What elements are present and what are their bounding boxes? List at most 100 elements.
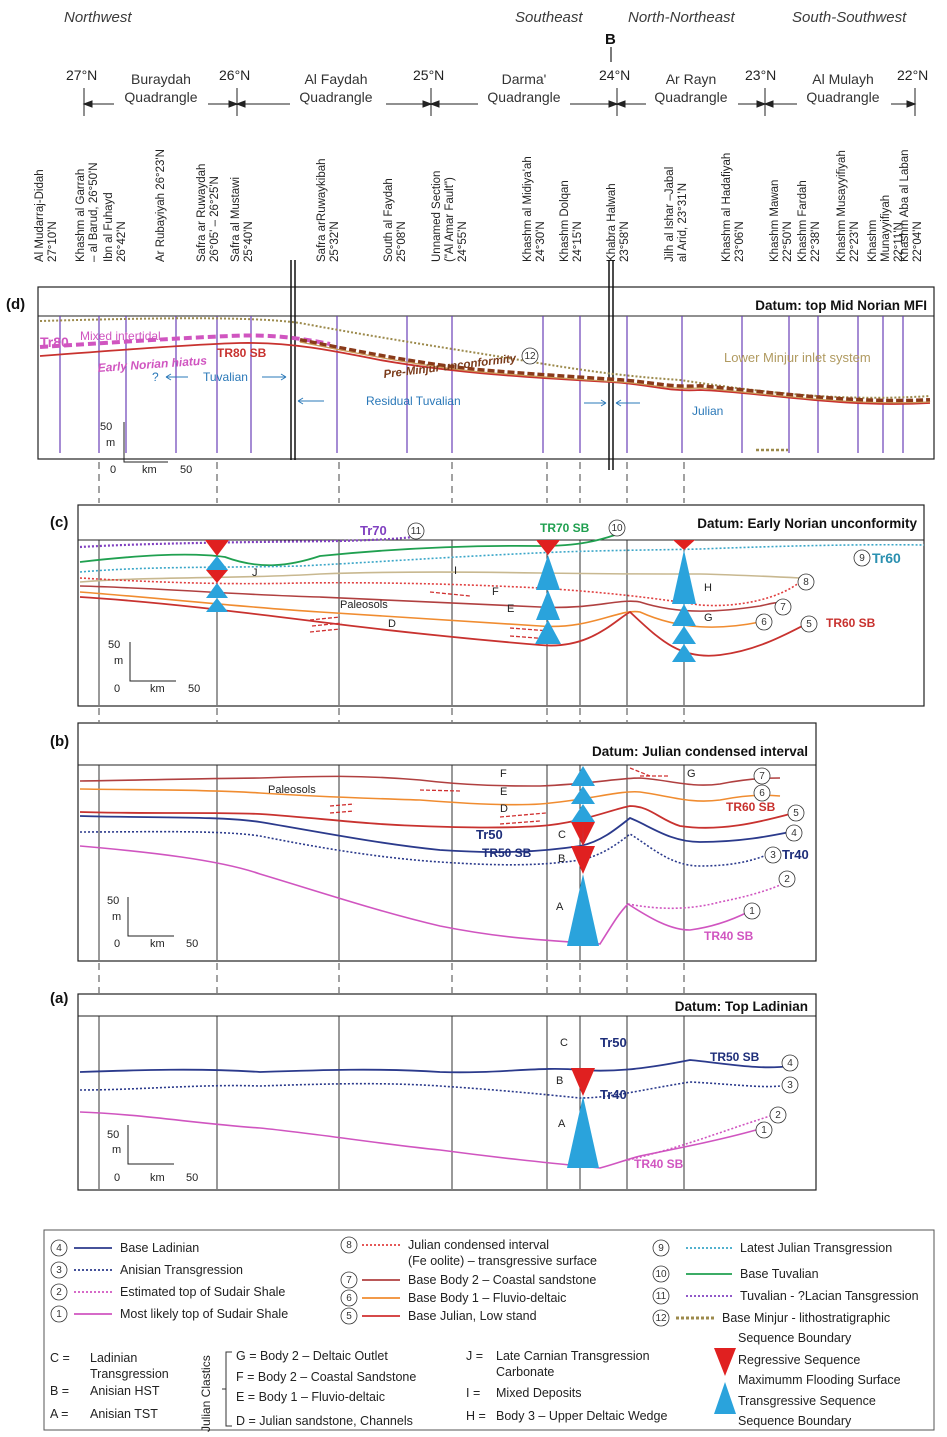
region-south-southwest: South-Southwest [792, 9, 907, 26]
c-tri-blue-4 [536, 555, 560, 590]
panel-a-tr40sb: TR40 SB [634, 1157, 684, 1171]
panel-c-circle-11-text: 11 [411, 526, 422, 537]
panel-c-circles [755, 573, 818, 633]
panel-d-label: (d) [6, 296, 25, 313]
panel-a-tr50sb: TR50 SB [710, 1050, 760, 1064]
panel-b-scale-0: 0 [114, 938, 120, 950]
panel-a-datum: Datum: Top Ladinian [675, 999, 808, 1014]
panel-connector-dashes [98, 462, 685, 993]
legend-letter-b-key: B = [50, 1384, 69, 1398]
panel-d-julian: Julian [692, 404, 723, 418]
legend-circle-5 [340, 1307, 358, 1325]
lat-26: 26°N [219, 67, 250, 83]
legend-circle-text-12: 12 [655, 1313, 667, 1324]
a-tri-blue-1 [567, 1096, 599, 1168]
panel-d-scale-0: 0 [110, 464, 116, 476]
a-tri-red-1 [571, 1068, 595, 1096]
panel-c-scale-50: 50 [188, 683, 200, 695]
panel-a-circle-2: 2 [775, 1110, 781, 1121]
panel-c-tr70sb: TR70 SB [540, 521, 590, 535]
locality-17-line-2: 22°11'N [893, 222, 905, 262]
legend-label-3: Anisian Transgression [120, 1263, 243, 1277]
panel-c-D: D [388, 618, 396, 630]
panel-a-anisian [79, 1081, 781, 1099]
b-tri-blue-3 [571, 804, 595, 822]
locality-0-line-0: Al Mudarraj-Didah [34, 169, 46, 262]
quad-mulayh-l2: Quadrangle [806, 89, 879, 105]
locality-11-line-1: 23°58'N [619, 221, 631, 262]
c-tri-blue-8 [672, 604, 696, 626]
legend-label-7: Base Body 2 – Coastal sandstone [408, 1273, 596, 1287]
legend-circle-12 [652, 1309, 670, 1327]
locality-15-line-0: Khashm Fardah [797, 180, 809, 262]
locality-16-line-0: Khashm Musayyifiyah [836, 150, 848, 262]
legend-right-h-v1: Body 3 – Upper Deltaic Wedge [496, 1409, 667, 1423]
legend-right-j-v2: Carbonate [496, 1365, 554, 1379]
panel-d-tan-line [299, 341, 931, 404]
panel-d-scale-m: m [106, 437, 115, 449]
legend-julian-f: F = Body 2 – Coastal Sandstone [236, 1370, 416, 1384]
panel-a-sequence-triangles [567, 1068, 599, 1168]
legend-seq-sb-top: Sequence Boundary [738, 1331, 852, 1345]
quad-faydah-l2: Quadrangle [299, 89, 372, 105]
panel-d-scale-50: 50 [180, 464, 192, 476]
panel-c-scale-m: m [114, 655, 123, 667]
legend-circle-4 [50, 1239, 68, 1257]
legend-frame [43, 1229, 935, 1431]
panel-b-circle-2: 2 [784, 874, 790, 885]
panel-a-circle-1: 1 [761, 1125, 767, 1136]
locality-1-line-1: – al Barud, 26°50'N [88, 163, 100, 263]
panel-d-frame [37, 286, 935, 460]
c-tri-blue-10 [672, 644, 696, 662]
panel-a-B: B [556, 1075, 563, 1087]
legend-julian-g: G = Body 2 – Deltaic Outlet [236, 1349, 388, 1363]
legend-letter-a-v1: Anisian TST [90, 1407, 158, 1421]
panel-a-scale-0: 0 [114, 1172, 120, 1184]
legend-label-8: Julian condensed interval [408, 1238, 549, 1252]
legend-circle-text-3: 3 [56, 1265, 62, 1276]
locality-7-line-0: South al Faydah [383, 178, 395, 262]
panel-c-J: J [252, 567, 258, 579]
panel-c-circle-6: 6 [761, 617, 767, 628]
panel-c-label: (c) [50, 514, 68, 531]
locality-10-line-1: 24°15'N [572, 221, 584, 262]
legend-label2-8: (Fe oolite) – transgressive surface [408, 1254, 597, 1268]
panel-c-scale-km: km [150, 683, 165, 695]
panel-a-scale-m: m [112, 1144, 121, 1156]
panel-d-scale-km: km [142, 464, 157, 476]
panel-c-scale-v: 50 [108, 639, 120, 651]
c-tri-red-4 [673, 540, 695, 550]
c-tri-red-3 [536, 540, 560, 555]
locality-18-line-0: Khashm Aba al Laban [899, 149, 911, 262]
panel-a-tr50: Tr50 [600, 1035, 627, 1050]
locality-15-line-1: 22°38'N [810, 221, 822, 262]
quad-darma-l2: Quadrangle [487, 89, 560, 105]
locality-13-line-0: Khashm al Hadafiyah [721, 153, 733, 262]
region-northwest: Northwest [64, 9, 132, 26]
legend-circle-3 [50, 1261, 68, 1279]
locality-17-line-0: Khashm [867, 220, 879, 262]
panel-c-tr60: Tr60 [872, 550, 901, 566]
panel-c-body1 [79, 591, 761, 628]
legend-circle-text-4: 4 [56, 1243, 62, 1254]
c-tri-blue-1 [206, 556, 228, 570]
region-southeast: Southeast [515, 9, 583, 26]
panel-c-E: E [507, 603, 514, 615]
b-tri-blue-2 [571, 786, 595, 804]
panel-b-A: A [556, 901, 564, 913]
legend-julian-d: D = Julian sandstone, Channels [236, 1414, 413, 1428]
panel-a-base-ladinian [79, 1059, 791, 1074]
legend-circle-8 [340, 1236, 358, 1254]
panel-b-wells [98, 765, 685, 960]
panel-b-tr50sb: TR50 SB [482, 846, 532, 860]
legend-circle-9 [652, 1239, 670, 1257]
c-tri-blue-7 [672, 550, 696, 604]
legend-letter-a-key: A = [50, 1407, 68, 1421]
locality-12-line-0: Jilh al Ishar –Jabal [664, 167, 676, 262]
legend-line-items: 4 Base Ladinian 3 Anisian Transgression 2 Est… [50, 1236, 919, 1327]
quad-buraydah-l1: Buraydah [131, 71, 191, 87]
legend-seq-regressive: Regressive Sequence [738, 1353, 860, 1367]
panel-d-base-line [39, 342, 931, 405]
panel-c-frame [77, 504, 925, 707]
panel-d-lower-minjur: Lower Minjur inlet system [724, 350, 871, 365]
